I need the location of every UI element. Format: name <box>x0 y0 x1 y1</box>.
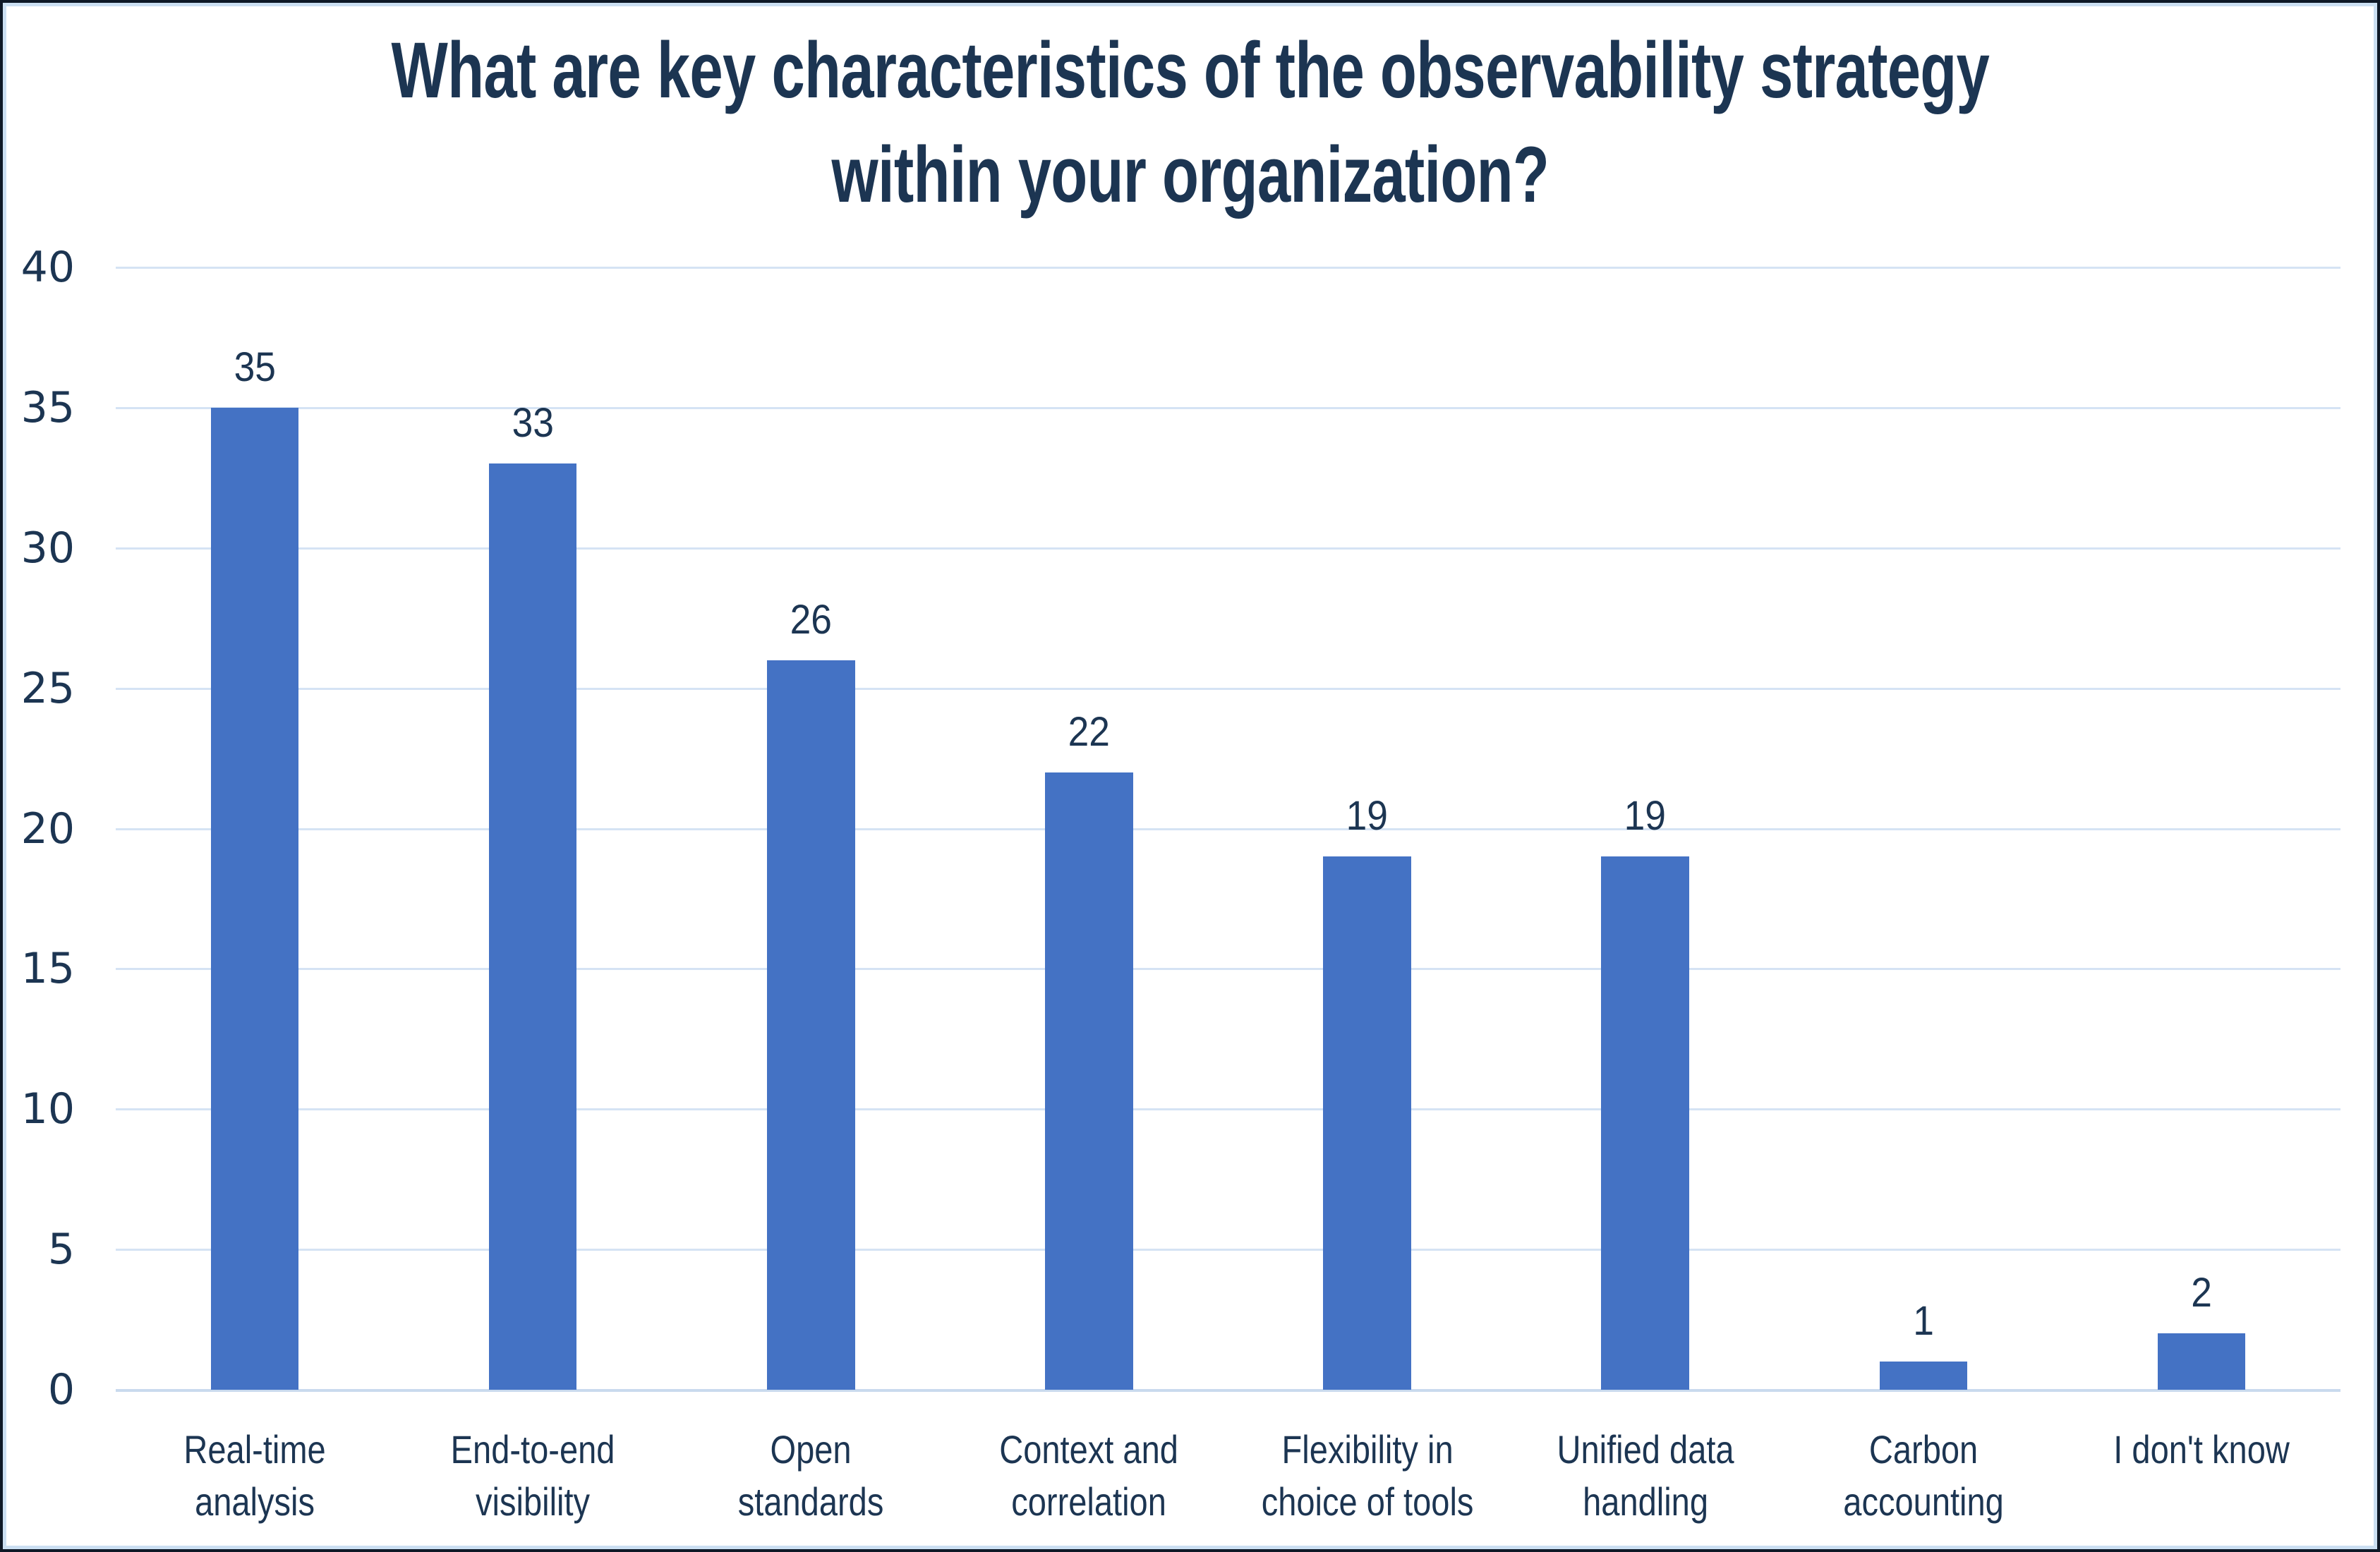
x-axis-baseline <box>116 1389 2340 1392</box>
plot-area: 35 33 26 22 19 19 1 2 <box>116 267 2340 1392</box>
y-tick-label: 30 <box>20 523 75 573</box>
bar-value-label: 35 <box>234 344 276 390</box>
bar-value-label: 22 <box>1068 708 1111 755</box>
bar-slot: 35 <box>116 267 394 1390</box>
x-category-label: End-to-end visibility <box>450 1427 615 1524</box>
x-category-label: Real-time analysis <box>183 1427 326 1524</box>
y-tick-label: 0 <box>47 1365 75 1414</box>
y-tick-label: 20 <box>20 804 75 854</box>
y-tick-label: 5 <box>47 1225 75 1275</box>
gridline <box>116 1249 2340 1251</box>
gridline <box>116 267 2340 269</box>
bar-slot: 26 <box>672 267 950 1390</box>
bar-slot: 33 <box>394 267 672 1390</box>
bar <box>1879 1362 1968 1390</box>
gridline <box>116 827 2340 830</box>
x-category-label: Unified data handling <box>1557 1427 1734 1524</box>
x-category-label: Flexibility in choice of tools <box>1261 1427 1473 1524</box>
bar <box>2157 1333 2246 1390</box>
gridline <box>116 547 2340 550</box>
x-category-label: I don't know <box>2113 1427 2290 1472</box>
bar-value-label: 33 <box>512 400 554 447</box>
bar-slot: 19 <box>1506 267 1784 1390</box>
bar <box>1323 856 1411 1390</box>
y-tick-label: 25 <box>20 663 75 713</box>
y-tick-label: 15 <box>20 944 75 994</box>
bar <box>1601 856 1689 1390</box>
x-category-label: Carbon accounting <box>1843 1427 2004 1524</box>
bar-slot: 2 <box>2062 267 2340 1390</box>
gridline <box>116 687 2340 690</box>
bar-value-label: 2 <box>2191 1270 2212 1316</box>
bar-slot: 1 <box>1784 267 2062 1390</box>
bar-slot: 22 <box>950 267 1228 1390</box>
bars-row: 35 33 26 22 19 19 1 2 <box>116 267 2340 1390</box>
x-category-label: Open standards <box>738 1427 884 1524</box>
y-axis: 0 5 10 15 20 25 30 35 40 <box>3 243 95 1414</box>
bar <box>210 407 299 1390</box>
x-axis: Real-time analysis End-to-end visibility O… <box>116 1424 2340 1528</box>
y-tick-label: 40 <box>20 243 75 292</box>
y-tick-label: 10 <box>20 1084 75 1134</box>
gridline <box>116 968 2340 971</box>
chart-title-text: What are key characteristics of the obse… <box>391 26 1989 219</box>
gridline <box>116 1108 2340 1111</box>
bar-value-label: 1 <box>1912 1298 1934 1345</box>
x-category-label: Context and correlation <box>999 1427 1179 1524</box>
chart-title: What are key characteristics of the obse… <box>3 18 2377 227</box>
bar-value-label: 19 <box>1624 793 1667 839</box>
bar <box>767 660 855 1390</box>
bar <box>1045 772 1133 1390</box>
bar <box>488 463 577 1390</box>
gridline <box>116 406 2340 409</box>
y-tick-label: 35 <box>20 382 75 432</box>
bar-value-label: 19 <box>1346 793 1389 839</box>
bar-slot: 19 <box>1228 267 1506 1390</box>
bar-value-label: 26 <box>790 596 832 643</box>
